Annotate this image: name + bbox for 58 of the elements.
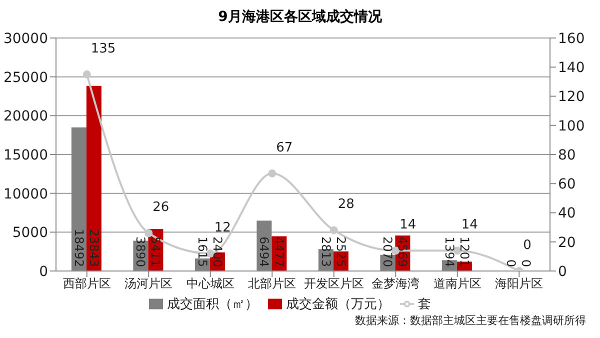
legend-label: 成交面积（㎡） (167, 297, 258, 312)
data-label: 4569 (396, 236, 410, 267)
data-label: 28 (338, 197, 354, 212)
y-tick-label: 0 (39, 264, 48, 280)
chart-title: 9月海港区各区域成交情况 (217, 8, 383, 27)
y2-tick-label: 60 (558, 176, 576, 193)
y2-tick-label: 160 (558, 30, 585, 47)
x-tick-label: 汤河片区 (124, 276, 173, 291)
data-label: 2070 (380, 236, 395, 267)
y-tick-label: 25000 (3, 70, 48, 86)
data-label: 26 (152, 200, 170, 216)
bar (86, 86, 102, 271)
data-label: 4477 (272, 236, 286, 267)
y2-tick-label: 80 (558, 147, 576, 164)
y-tick-label: 15000 (3, 147, 48, 164)
data-label: 2400 (210, 236, 224, 267)
point (144, 229, 153, 238)
data-label: 5411 (148, 236, 163, 267)
data-label: 135 (90, 41, 116, 56)
data-label: 3890 (134, 236, 148, 267)
data-label: 67 (276, 140, 293, 156)
data-label: 14 (400, 218, 416, 233)
data-label: 23843 (86, 228, 101, 267)
data-label: 2525 (334, 236, 348, 267)
x-tick-label: 金梦海湾 (372, 276, 420, 291)
y-tick-label: 30000 (3, 30, 48, 47)
data-label: 1201 (457, 236, 472, 267)
x-tick-label: 中心城区 (186, 276, 234, 291)
point (268, 169, 276, 178)
y-tick-label: 10000 (3, 186, 48, 202)
y2-tick-label: 20 (558, 234, 576, 251)
x-tick-label: 海阳片区 (495, 276, 544, 291)
y2-tick-label: 100 (558, 118, 585, 134)
data-label: 18492 (72, 228, 86, 267)
data-label: 12 (214, 220, 231, 236)
point (82, 70, 91, 78)
x-tick-label: 西部片区 (62, 276, 111, 291)
data-label: 6494 (257, 236, 272, 267)
y2-tick-label: 0 (558, 264, 567, 280)
data-label: 1615 (195, 236, 210, 267)
x-tick-label: 开发区片区 (304, 276, 364, 291)
source-note: 数据来源：数据部主城区主要在售楼盘调研所得 (354, 313, 587, 328)
y2-tick-label: 120 (558, 89, 585, 106)
x-tick-label: 道南片区 (433, 276, 482, 291)
legend-label: 成交金额（万元） (286, 297, 390, 312)
legend-label: 套 (418, 297, 431, 312)
data-label: 14 (461, 218, 478, 233)
data-label: 0 (519, 259, 534, 267)
y-tick-label: 20000 (3, 108, 48, 125)
data-label: 0 (523, 238, 532, 253)
y2-tick-label: 40 (558, 206, 576, 222)
data-label: 0 (504, 259, 518, 267)
x-tick-label: 北部片区 (248, 276, 296, 291)
y-tick-label: 5000 (12, 225, 48, 242)
point (330, 226, 338, 234)
data-label: 2813 (318, 236, 333, 267)
data-label: 1394 (442, 236, 456, 267)
y2-tick-label: 140 (558, 60, 585, 76)
